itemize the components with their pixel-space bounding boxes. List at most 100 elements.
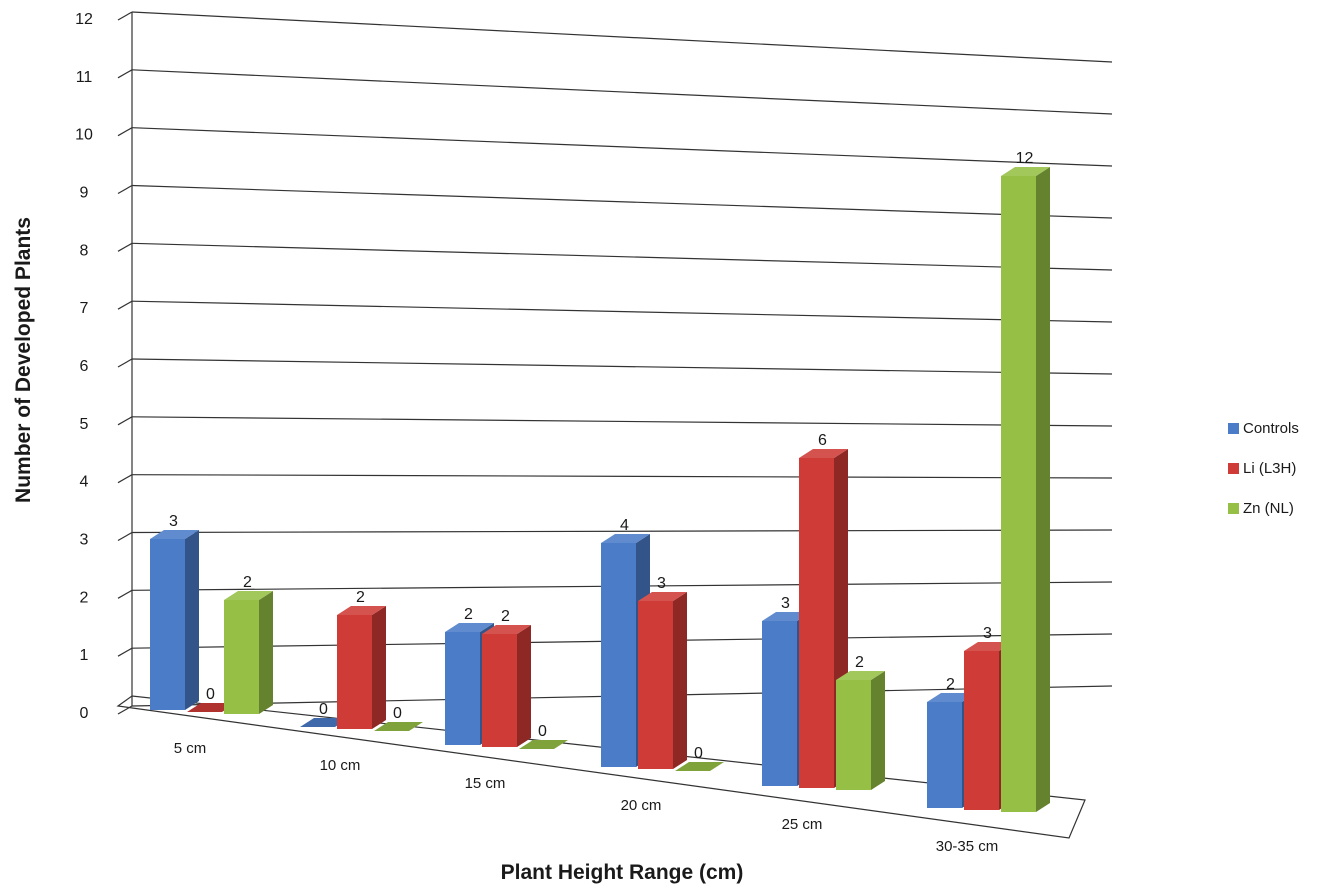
x-tick-label: 15 cm — [465, 775, 506, 792]
x-tick-label: 20 cm — [621, 797, 662, 814]
y-tick-mark — [117, 127, 133, 137]
gridline — [131, 184, 1113, 219]
legend-label: Li (L3H) — [1243, 460, 1296, 477]
bar-top — [799, 449, 848, 458]
y-axis-title: Number of Developed Plants — [12, 217, 35, 503]
y-tick-mark — [117, 242, 133, 252]
bar-top — [482, 625, 531, 634]
bar — [337, 606, 386, 729]
gridline — [131, 242, 1113, 271]
data-label: 0 — [694, 745, 703, 762]
y-tick-label: 7 — [80, 300, 89, 317]
y-tick-label: 9 — [80, 185, 89, 202]
bar-front — [150, 539, 185, 710]
bar-front — [1001, 176, 1036, 812]
y-tick-mark — [117, 358, 133, 368]
legend-swatch — [1228, 423, 1239, 434]
legend-item: Zn (NL) — [1228, 500, 1294, 517]
legend-swatch — [1228, 463, 1239, 474]
x-axis-title: Plant Height Range (cm) — [501, 861, 744, 884]
data-label: 2 — [243, 574, 252, 591]
bar-side — [673, 592, 687, 769]
x-tick-label: 30-35 cm — [936, 838, 999, 855]
data-label: 2 — [855, 654, 864, 671]
y-tick-mark — [117, 69, 133, 79]
x-axis-category-labels: 5 cm 10 cm 15 cm 20 cm 25 cm 30-35 cm — [174, 740, 999, 855]
y-tick-label: 10 — [75, 127, 93, 144]
bar-front — [224, 600, 259, 714]
data-label: 3 — [781, 595, 790, 612]
y-tick-label: 4 — [80, 474, 89, 491]
bar-side — [1036, 167, 1050, 812]
bar — [638, 592, 687, 769]
bar-top — [150, 530, 199, 539]
bar-top — [445, 623, 494, 632]
bar-top — [601, 534, 650, 543]
gridline — [131, 358, 1113, 375]
bar-front — [482, 634, 517, 747]
gridline — [131, 529, 1113, 534]
gridline — [131, 474, 1113, 479]
bar-top — [374, 722, 423, 731]
y-tick-mark — [117, 184, 133, 195]
y-tick-mark — [117, 11, 133, 21]
bar-front — [601, 543, 636, 767]
bar-side — [871, 671, 885, 790]
bar-front — [762, 621, 797, 786]
y-tick-label: 5 — [80, 416, 89, 433]
data-label: 0 — [319, 701, 328, 718]
data-label: 2 — [464, 606, 473, 623]
bar — [187, 703, 236, 712]
data-label: 6 — [818, 432, 827, 449]
gridline — [131, 416, 1113, 427]
y-tick-label: 6 — [80, 358, 89, 375]
y-tick-label: 0 — [80, 705, 89, 722]
bar — [224, 591, 273, 714]
data-label: 3 — [169, 513, 178, 530]
data-label: 2 — [501, 608, 510, 625]
bar-front — [964, 651, 999, 810]
bar-top — [1001, 167, 1050, 176]
bar-top — [964, 642, 1013, 651]
data-label: 0 — [206, 686, 215, 703]
y-tick-label: 12 — [75, 11, 93, 28]
bar-top — [187, 703, 236, 712]
data-label: 0 — [393, 705, 402, 722]
y-tick-mark — [117, 416, 133, 426]
bar-front — [799, 458, 834, 788]
x-tick-label: 5 cm — [174, 740, 207, 757]
gridline — [131, 69, 1113, 115]
bar-side — [185, 530, 199, 710]
data-label: 12 — [1016, 150, 1034, 167]
bar-front — [927, 702, 962, 808]
bar-top — [836, 671, 885, 680]
bar-top — [519, 740, 568, 749]
bar-front — [445, 632, 480, 745]
bar — [1001, 167, 1050, 812]
bar-top — [927, 693, 976, 702]
y-tick-mark — [117, 300, 133, 310]
data-label: 3 — [983, 625, 992, 642]
y-tick-label: 3 — [80, 532, 89, 549]
bar-side — [259, 591, 273, 714]
bar-front — [638, 601, 673, 769]
bar — [519, 740, 568, 749]
gridline — [131, 11, 1113, 63]
bar-front — [337, 615, 372, 729]
legend-label: Controls — [1243, 420, 1299, 437]
legend-swatch — [1228, 503, 1239, 514]
gridline — [131, 300, 1113, 323]
bar-side — [517, 625, 531, 747]
bar — [374, 722, 423, 731]
legend-item: Controls — [1228, 420, 1299, 437]
x-tick-label: 25 cm — [782, 816, 823, 833]
y-tick-label: 1 — [80, 647, 89, 664]
bar-side — [372, 606, 386, 729]
bar-front — [836, 680, 871, 790]
bar — [836, 671, 885, 790]
bar-top — [224, 591, 273, 600]
bar-top — [762, 612, 811, 621]
bar-top — [675, 762, 724, 771]
y-tick-mark — [117, 705, 133, 715]
